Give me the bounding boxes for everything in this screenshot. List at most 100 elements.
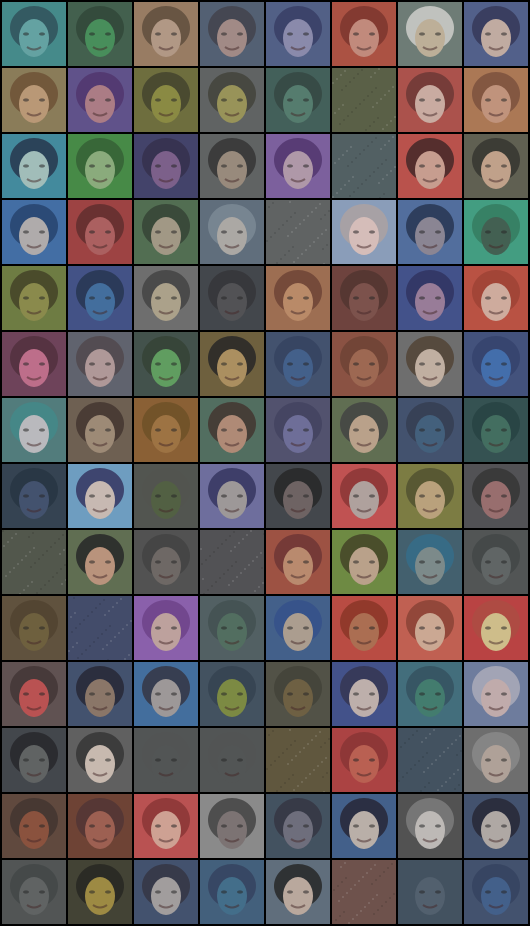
face-image	[68, 68, 132, 132]
face-image	[266, 398, 330, 462]
face-image	[134, 398, 198, 462]
face-image	[2, 728, 66, 792]
face-image	[2, 266, 66, 330]
face-tile	[200, 68, 264, 132]
face-image	[266, 2, 330, 66]
face-image	[200, 200, 264, 264]
face-image	[266, 266, 330, 330]
face-image	[332, 134, 396, 198]
face-tile	[266, 794, 330, 858]
face-tile	[266, 2, 330, 66]
face-tile	[134, 398, 198, 462]
face-tile	[332, 2, 396, 66]
face-tile	[332, 266, 396, 330]
face-tile	[134, 596, 198, 660]
face-tile	[332, 464, 396, 528]
face-image	[398, 464, 462, 528]
face-tile	[464, 134, 528, 198]
face-tile	[464, 662, 528, 726]
face-tile	[266, 662, 330, 726]
face-tile	[266, 134, 330, 198]
face-tile	[332, 728, 396, 792]
face-tile	[200, 2, 264, 66]
face-tile	[2, 860, 66, 924]
face-tile	[134, 464, 198, 528]
face-image	[200, 530, 264, 594]
face-image	[398, 728, 462, 792]
face-image	[464, 464, 528, 528]
face-image	[398, 200, 462, 264]
face-image	[266, 596, 330, 660]
face-tile	[332, 662, 396, 726]
face-tile	[134, 200, 198, 264]
face-tile	[398, 728, 462, 792]
face-tile	[464, 728, 528, 792]
face-tile	[134, 134, 198, 198]
face-tile	[398, 134, 462, 198]
face-image	[332, 860, 396, 924]
face-image	[398, 662, 462, 726]
face-image	[68, 134, 132, 198]
face-tile	[134, 266, 198, 330]
face-image	[2, 662, 66, 726]
face-tile	[464, 68, 528, 132]
face-tile	[2, 266, 66, 330]
face-image	[2, 530, 66, 594]
face-image	[134, 266, 198, 330]
face-image	[200, 794, 264, 858]
face-tile	[2, 200, 66, 264]
face-image	[200, 596, 264, 660]
face-tile	[332, 200, 396, 264]
face-tile	[398, 662, 462, 726]
face-image	[398, 596, 462, 660]
face-tile	[200, 794, 264, 858]
face-tile	[266, 398, 330, 462]
face-image	[398, 530, 462, 594]
face-tile	[266, 530, 330, 594]
face-tile	[332, 860, 396, 924]
face-image	[464, 662, 528, 726]
face-image	[398, 398, 462, 462]
face-tile	[68, 728, 132, 792]
face-tile	[398, 794, 462, 858]
face-tile	[464, 794, 528, 858]
face-image	[332, 530, 396, 594]
face-tile	[134, 728, 198, 792]
face-tile	[200, 134, 264, 198]
face-tile	[134, 530, 198, 594]
face-tile	[68, 134, 132, 198]
face-image	[2, 398, 66, 462]
face-image	[2, 200, 66, 264]
face-tile	[68, 68, 132, 132]
face-image	[464, 860, 528, 924]
face-tile	[134, 662, 198, 726]
face-tile	[134, 860, 198, 924]
face-image	[134, 596, 198, 660]
face-image	[2, 860, 66, 924]
face-image	[464, 68, 528, 132]
face-image	[398, 2, 462, 66]
face-image	[68, 2, 132, 66]
face-tile	[398, 68, 462, 132]
face-image	[68, 464, 132, 528]
face-image	[464, 728, 528, 792]
face-image	[2, 332, 66, 396]
face-image	[332, 464, 396, 528]
face-tile	[200, 530, 264, 594]
face-tile	[200, 398, 264, 462]
face-tile	[68, 662, 132, 726]
face-tile	[398, 596, 462, 660]
face-image	[2, 464, 66, 528]
face-image	[134, 200, 198, 264]
face-tile	[398, 266, 462, 330]
face-tile	[2, 728, 66, 792]
face-image	[200, 662, 264, 726]
face-image	[266, 728, 330, 792]
face-image	[266, 530, 330, 594]
face-image	[398, 266, 462, 330]
face-image	[266, 68, 330, 132]
face-image	[398, 860, 462, 924]
face-tile	[68, 200, 132, 264]
face-tile	[68, 332, 132, 396]
